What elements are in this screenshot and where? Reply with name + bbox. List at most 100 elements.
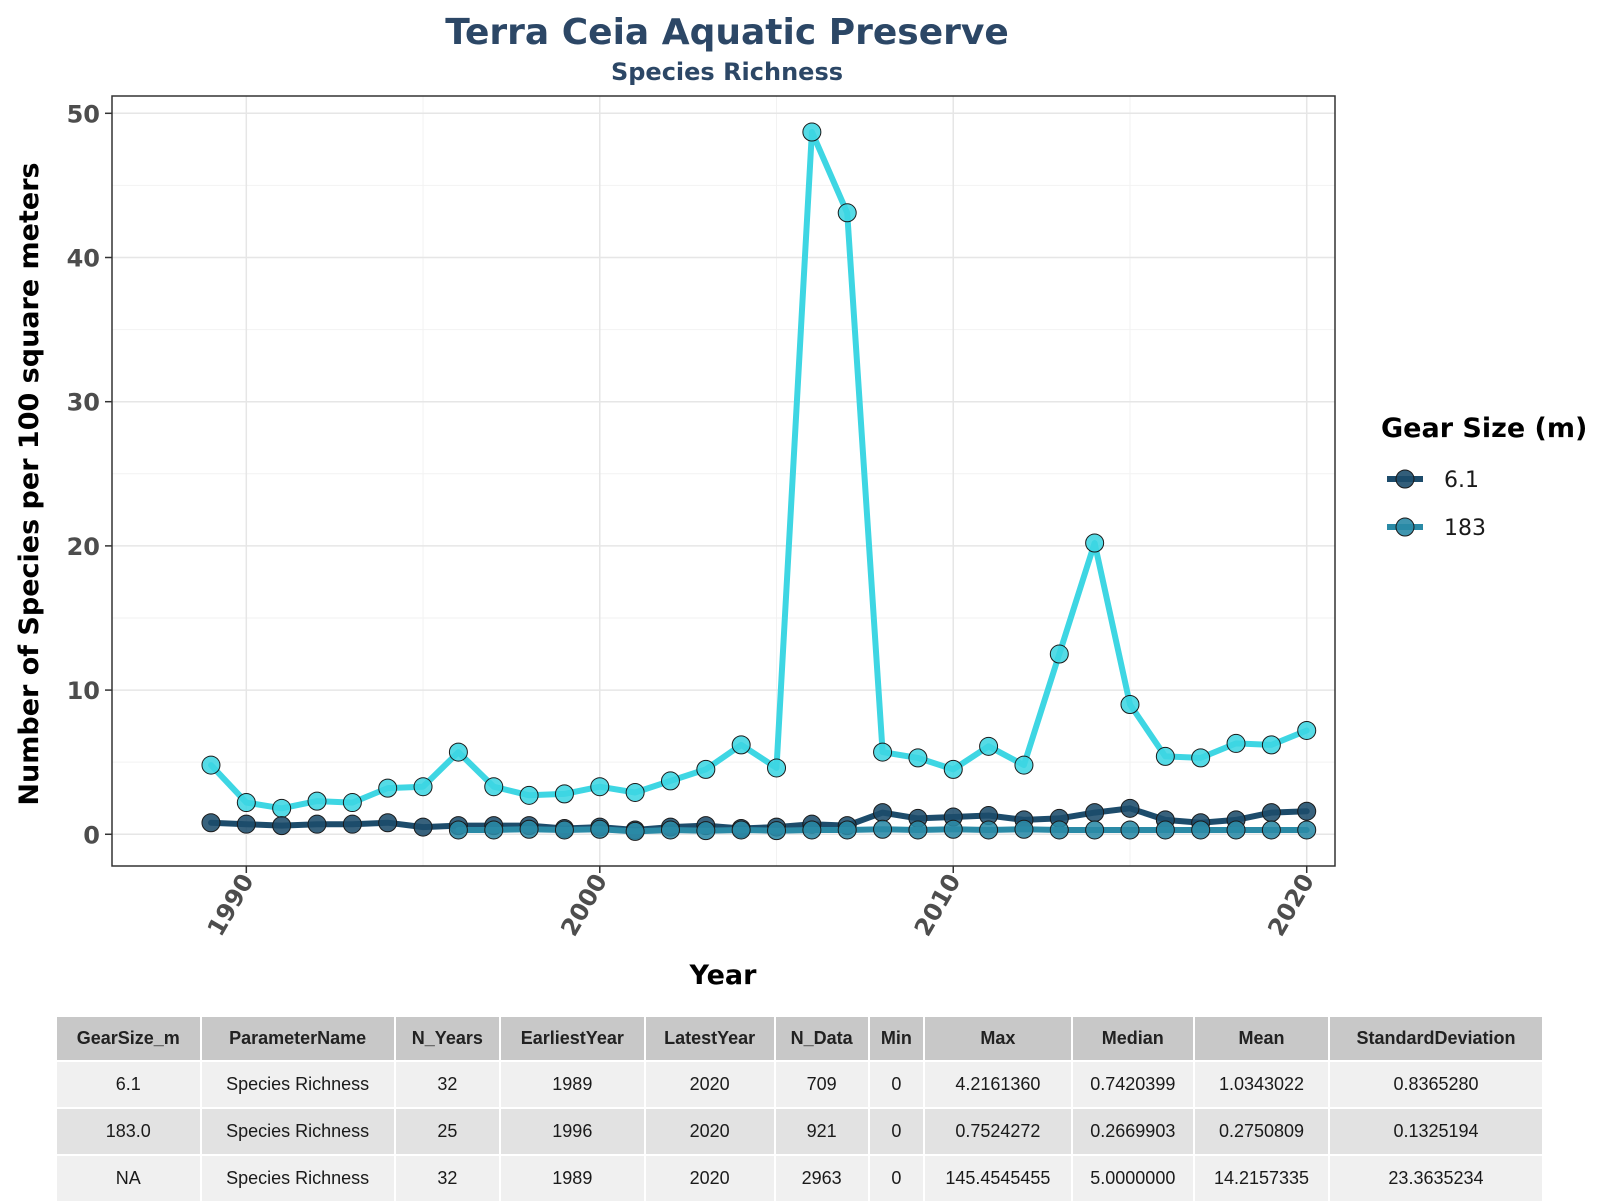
data-point-all [1191, 748, 1211, 768]
table-cell: 1989 [499, 1154, 646, 1201]
table-cell: 4.2161360 [924, 1060, 1073, 1108]
table-cell: 6.1 [57, 1060, 202, 1108]
table-cell: 2020 [644, 1107, 776, 1155]
data-point-gear-183 [979, 820, 999, 840]
table-cell: 709 [774, 1060, 870, 1108]
table-header-cell: GearSize_m [57, 1017, 202, 1061]
table-header-cell: Median [1071, 1017, 1196, 1061]
table-cell: 0.2669903 [1071, 1107, 1196, 1155]
data-point-all [484, 777, 504, 797]
data-point-gear-183 [1120, 820, 1140, 840]
data-point-gear-6-1 [201, 813, 221, 833]
data-point-all [1155, 746, 1175, 766]
x-axis-title: Year [689, 960, 758, 990]
data-point-all [908, 748, 928, 768]
data-point-all [236, 793, 256, 813]
table-cell: Species Richness [200, 1154, 396, 1201]
data-point-gear-183 [1297, 820, 1317, 840]
data-point-gear-6-1 [1297, 801, 1317, 821]
data-point-all [1014, 755, 1034, 775]
table-cell: 0 [868, 1060, 926, 1108]
table-header-cell: Max [924, 1017, 1073, 1061]
table-cell: NA [57, 1154, 202, 1201]
y-tick-label: 50 [67, 100, 100, 128]
table-cell: 183.0 [57, 1107, 202, 1155]
table-cell: 23.3635234 [1328, 1154, 1545, 1201]
table-cell: 921 [774, 1107, 870, 1155]
y-tick-label: 20 [67, 533, 100, 561]
table-cell: 2020 [644, 1154, 776, 1201]
legend-keys [1387, 469, 1423, 537]
data-point-all [378, 778, 398, 798]
data-point-all [201, 755, 221, 775]
data-point-gear-183 [1261, 820, 1281, 840]
y-axis-title: Number of Species per 100 square meters [14, 162, 45, 805]
data-point-all [1261, 735, 1281, 755]
data-point-gear-183 [1085, 820, 1105, 840]
plot-border [111, 95, 1336, 867]
data-point-gear-183 [448, 820, 468, 840]
x-tick-label: 2000 [555, 869, 613, 941]
data-point-all [272, 798, 292, 818]
table-cell: 1996 [499, 1107, 646, 1155]
data-point-gear-183 [837, 820, 857, 840]
data-point-all [979, 736, 999, 756]
table-header-cell: StandardDeviation [1328, 1017, 1545, 1061]
data-point-all [554, 784, 574, 804]
data-point-all [448, 742, 468, 762]
data-point-gear-6-1 [1120, 798, 1140, 818]
x-tick-label: 1990 [202, 869, 260, 941]
y-tick-label: 10 [67, 677, 100, 705]
data-point-gear-183 [484, 820, 504, 840]
table-header-cell: N_Years [394, 1017, 501, 1061]
data-point-all [1120, 695, 1140, 715]
table-cell: 2963 [774, 1154, 870, 1201]
legend-key-point [1395, 469, 1415, 489]
table-cell: 1.0343022 [1194, 1060, 1330, 1108]
summary-stats-table: GearSize_m ParameterName N_Years EarliestYe… [57, 1017, 1545, 1201]
y-tick-label: 30 [67, 389, 100, 417]
table-header-cell: Mean [1194, 1017, 1330, 1061]
legend-label-183: 183 [1444, 516, 1486, 541]
x-tick-label: 2020 [1262, 869, 1320, 941]
data-point-gear-183 [660, 820, 680, 840]
table-header-cell: N_Data [774, 1017, 870, 1061]
data-point-gear-183 [625, 821, 645, 841]
data-point-gear-183 [1226, 820, 1246, 840]
legend: Gear Size (m) 6.1 183 [1381, 413, 1587, 541]
data-point-all [943, 759, 963, 779]
table-header-cell: Min [868, 1017, 926, 1061]
data-point-all [342, 793, 362, 813]
data-point-gear-6-1 [342, 814, 362, 834]
data-point-all [519, 785, 539, 805]
table-body: 6.1 Species Richness 32 1989 2020 709 0 4.21613… [57, 1060, 1545, 1201]
data-point-all [413, 777, 433, 797]
data-point-gear-183 [1155, 820, 1175, 840]
data-point-gear-183 [519, 819, 539, 839]
data-point-gear-6-1 [272, 816, 292, 836]
data-point-all [767, 758, 787, 778]
data-point-gear-6-1 [1261, 803, 1281, 823]
data-point-gear-6-1 [307, 814, 327, 834]
data-point-gear-183 [554, 820, 574, 840]
y-tick-label: 40 [67, 244, 100, 272]
data-point-all [1297, 720, 1317, 740]
data-point-gear-183 [1014, 819, 1034, 839]
data-point-gear-183 [802, 820, 822, 840]
table-cell: 25 [394, 1107, 501, 1155]
data-point-all [1085, 533, 1105, 553]
data-point-gear-183 [1191, 820, 1211, 840]
data-point-all [837, 203, 857, 223]
data-point-gear-6-1 [1085, 803, 1105, 823]
table-cell: 1989 [499, 1060, 646, 1108]
table-row: 183.0 Species Richness 25 1996 2020 921 0 0.752… [57, 1107, 1545, 1155]
table-row: NA Species Richness 32 1989 2020 2963 0 145.454… [57, 1154, 1545, 1201]
series-gear-6-1 [201, 798, 1317, 840]
x-tick-label: 2010 [909, 869, 967, 941]
data-point-gear-6-1 [413, 817, 433, 837]
table-cell: 0.7524272 [924, 1107, 1073, 1155]
plot-panel [112, 96, 1335, 866]
data-point-gear-183 [767, 821, 787, 841]
y-tick-label: 0 [83, 821, 100, 849]
chart-subtitle: Species Richness [611, 58, 843, 86]
